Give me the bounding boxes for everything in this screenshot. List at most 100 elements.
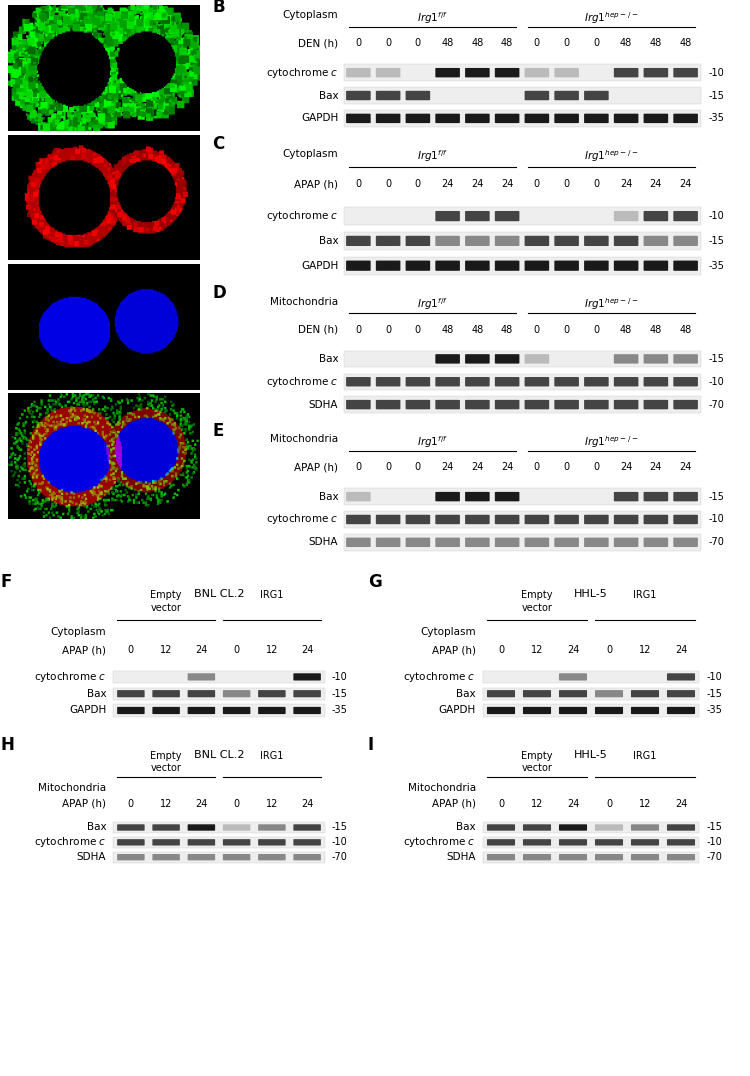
FancyBboxPatch shape <box>495 400 520 409</box>
FancyBboxPatch shape <box>524 354 549 364</box>
Text: -10: -10 <box>708 377 724 386</box>
FancyBboxPatch shape <box>152 824 180 831</box>
Text: 48: 48 <box>650 325 662 335</box>
Text: 0: 0 <box>233 799 240 809</box>
Text: 0: 0 <box>534 39 540 48</box>
FancyBboxPatch shape <box>435 211 460 222</box>
Text: 0: 0 <box>385 39 392 48</box>
FancyBboxPatch shape <box>614 400 638 409</box>
FancyBboxPatch shape <box>554 377 579 386</box>
Text: cytochrome $\it{c}$: cytochrome $\it{c}$ <box>266 374 338 388</box>
FancyBboxPatch shape <box>554 236 579 246</box>
Text: 24: 24 <box>471 463 484 472</box>
Text: 0: 0 <box>356 39 362 48</box>
FancyBboxPatch shape <box>674 236 698 246</box>
Text: 48: 48 <box>650 39 662 48</box>
Text: $\mathit{Irg1}^{f/f}$: $\mathit{Irg1}^{f/f}$ <box>417 11 448 26</box>
Text: 24: 24 <box>195 646 208 655</box>
FancyBboxPatch shape <box>258 707 286 714</box>
Text: 24: 24 <box>650 180 662 189</box>
FancyBboxPatch shape <box>674 354 698 364</box>
Text: 24: 24 <box>471 180 484 189</box>
FancyBboxPatch shape <box>554 68 579 77</box>
FancyBboxPatch shape <box>117 690 145 697</box>
FancyBboxPatch shape <box>644 68 668 77</box>
Bar <box>113 705 325 717</box>
FancyBboxPatch shape <box>465 211 490 222</box>
Bar <box>344 257 700 274</box>
FancyBboxPatch shape <box>223 824 251 831</box>
FancyBboxPatch shape <box>614 514 638 524</box>
Text: 12: 12 <box>266 799 278 809</box>
Text: 24: 24 <box>195 799 208 809</box>
Text: 0: 0 <box>415 39 421 48</box>
Text: cytochrome $\it{c}$: cytochrome $\it{c}$ <box>404 835 476 849</box>
Text: 12: 12 <box>531 646 543 655</box>
FancyBboxPatch shape <box>487 707 515 714</box>
FancyBboxPatch shape <box>406 514 430 524</box>
FancyBboxPatch shape <box>595 839 623 846</box>
Text: cytochrome $\it{c}$: cytochrome $\it{c}$ <box>34 835 106 849</box>
Text: -10: -10 <box>708 211 724 221</box>
FancyBboxPatch shape <box>524 236 549 246</box>
FancyBboxPatch shape <box>595 690 623 697</box>
FancyBboxPatch shape <box>495 114 520 123</box>
Text: 24: 24 <box>442 180 454 189</box>
Bar <box>344 110 700 127</box>
FancyBboxPatch shape <box>667 839 695 846</box>
FancyBboxPatch shape <box>117 854 145 861</box>
FancyBboxPatch shape <box>376 377 400 386</box>
Text: 12: 12 <box>639 646 651 655</box>
FancyBboxPatch shape <box>465 68 490 77</box>
FancyBboxPatch shape <box>293 674 321 680</box>
FancyBboxPatch shape <box>524 68 549 77</box>
FancyBboxPatch shape <box>524 538 549 547</box>
Text: 0: 0 <box>593 325 599 335</box>
FancyBboxPatch shape <box>644 400 668 409</box>
FancyBboxPatch shape <box>117 839 145 846</box>
FancyBboxPatch shape <box>631 839 659 846</box>
FancyBboxPatch shape <box>495 211 520 222</box>
FancyBboxPatch shape <box>188 839 215 846</box>
FancyBboxPatch shape <box>495 68 520 77</box>
Text: 24: 24 <box>650 463 662 472</box>
Bar <box>344 87 700 103</box>
Text: G: G <box>368 574 382 592</box>
FancyBboxPatch shape <box>346 400 370 409</box>
FancyBboxPatch shape <box>584 538 609 547</box>
FancyBboxPatch shape <box>435 68 460 77</box>
FancyBboxPatch shape <box>595 824 623 831</box>
Text: Bax: Bax <box>456 822 476 833</box>
Text: 24: 24 <box>301 646 313 655</box>
FancyBboxPatch shape <box>346 114 370 123</box>
Text: SDHA: SDHA <box>309 399 338 410</box>
FancyBboxPatch shape <box>584 236 609 246</box>
Text: HHL-5: HHL-5 <box>574 750 608 760</box>
Text: -15: -15 <box>708 354 724 364</box>
Bar <box>483 852 699 863</box>
FancyBboxPatch shape <box>644 236 668 246</box>
Text: 24: 24 <box>620 463 632 472</box>
Text: Bax: Bax <box>86 822 106 833</box>
FancyBboxPatch shape <box>674 68 698 77</box>
FancyBboxPatch shape <box>495 538 520 547</box>
Bar <box>113 670 325 683</box>
Text: -15: -15 <box>708 492 724 501</box>
Text: Mitochondria: Mitochondria <box>408 783 476 793</box>
Text: 24: 24 <box>680 180 692 189</box>
Text: Cytoplasm: Cytoplasm <box>283 11 338 20</box>
FancyBboxPatch shape <box>495 236 520 246</box>
Text: 0: 0 <box>563 39 570 48</box>
FancyBboxPatch shape <box>559 690 587 697</box>
FancyBboxPatch shape <box>667 674 695 680</box>
FancyBboxPatch shape <box>223 839 251 846</box>
FancyBboxPatch shape <box>554 400 579 409</box>
FancyBboxPatch shape <box>293 839 321 846</box>
FancyBboxPatch shape <box>376 68 400 77</box>
FancyBboxPatch shape <box>584 400 609 409</box>
Bar <box>483 822 699 833</box>
Text: -70: -70 <box>708 399 724 410</box>
FancyBboxPatch shape <box>188 674 215 680</box>
FancyBboxPatch shape <box>188 824 215 831</box>
Text: 12: 12 <box>266 646 278 655</box>
